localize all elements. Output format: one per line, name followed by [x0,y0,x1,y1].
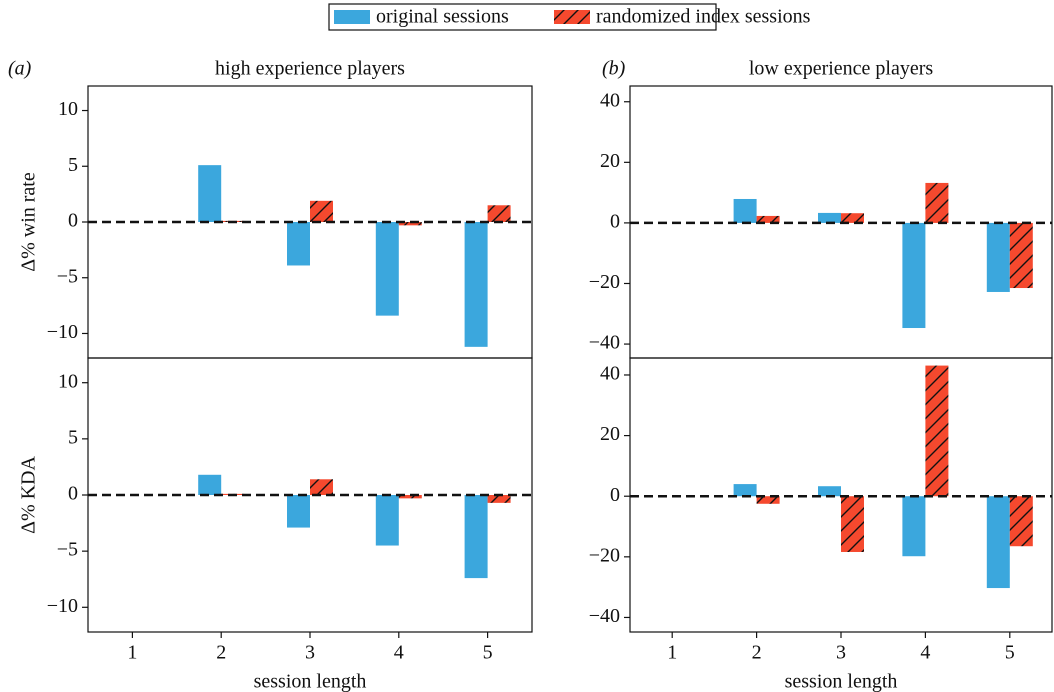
panel-label: (a) [8,58,32,80]
legend-label: original sessions [376,6,509,28]
bar [733,484,757,497]
bar [902,496,926,557]
x-tick-label: 3 [836,642,846,664]
bar [841,213,864,223]
legend-swatch [554,10,590,24]
bar [1009,222,1033,289]
bar [756,496,780,504]
bar [287,495,310,528]
x-tick-label: 4 [394,642,404,664]
bar [375,222,399,316]
bar [310,479,333,495]
y-tick-label: 20 [600,423,620,445]
legend-box [328,3,717,31]
panel-label: (b) [602,58,626,80]
x-tick-label: 4 [920,642,930,664]
y-tick-label: −20 [589,544,620,566]
bar [986,496,1010,589]
bar [398,222,422,226]
y-tick-label: 0 [610,211,620,233]
y-tick-label: −20 [589,271,620,293]
x-axis-label: session length [785,671,898,692]
bar [841,496,864,552]
y-axis-label: Δ% win rate [18,172,40,272]
x-tick-label: 2 [216,642,226,664]
bar [198,165,222,222]
y-tick-label: 40 [600,363,620,385]
y-tick-label: −40 [589,332,620,354]
y-tick-label: 40 [600,89,620,111]
y-tick-label: −10 [47,321,78,343]
bar [375,495,399,546]
x-tick-label: 5 [483,642,493,664]
bar [487,205,511,222]
y-tick-label: 10 [58,98,78,120]
x-axis-label: session length [254,671,367,692]
bar [464,495,488,579]
bar [756,215,780,223]
y-tick-label: 10 [58,370,78,392]
bar [398,495,422,499]
x-tick-label: 3 [305,642,315,664]
y-tick-label: 0 [68,210,78,232]
bar [818,212,841,223]
bar [1009,496,1033,547]
panel-title: low experience players [749,58,934,80]
bar [902,222,926,329]
bar [464,222,488,347]
x-tick-label: 5 [1005,642,1015,664]
legend-label: randomized index sessions [596,6,811,28]
bar [986,222,1010,292]
y-tick-label: 5 [68,426,78,448]
bar [733,198,757,223]
y-tick-label: −40 [589,605,620,627]
y-tick-label: 5 [68,154,78,176]
y-tick-label: −5 [57,265,78,287]
y-tick-label: 0 [68,483,78,505]
x-tick-label: 1 [667,642,677,664]
bar [310,200,333,222]
legend-swatch [334,10,370,24]
x-tick-label: 2 [752,642,762,664]
bar [925,365,949,497]
panel-title: high experience players [215,58,405,80]
bar [198,474,222,495]
bar [287,222,310,266]
y-axis-label: Δ% KDA [18,456,40,534]
y-tick-label: −5 [57,539,78,561]
x-tick-label: 1 [127,642,137,664]
bar [818,486,841,497]
bar [487,495,511,503]
bar [925,182,949,223]
y-tick-label: −10 [47,595,78,617]
y-tick-label: 0 [610,484,620,506]
y-tick-label: 20 [600,150,620,172]
